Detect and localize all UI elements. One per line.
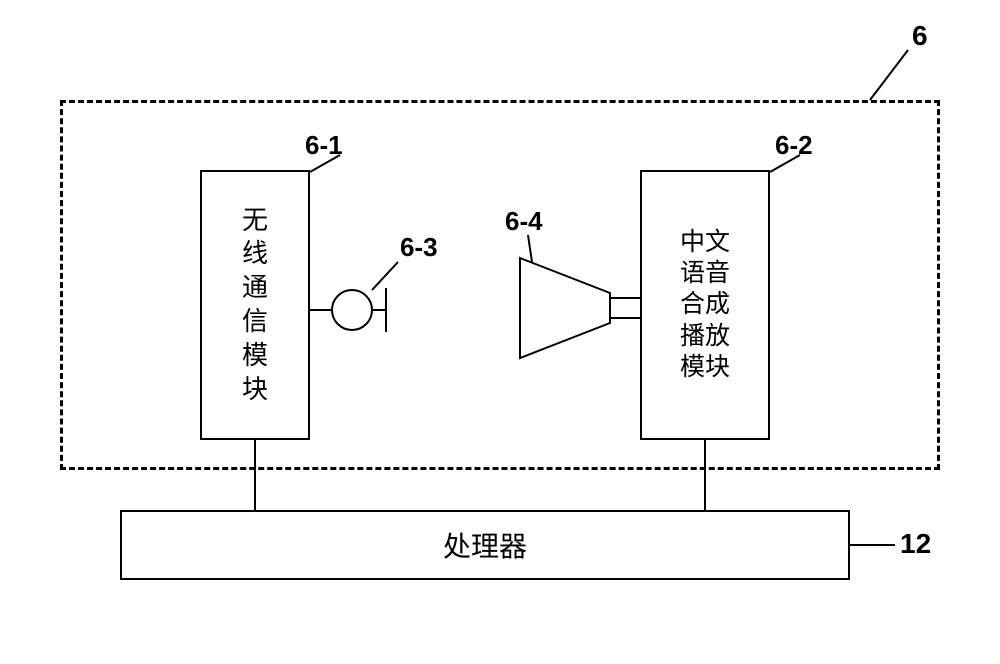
connector-tts-to-processor xyxy=(704,440,706,510)
label-12-text: 12 xyxy=(900,528,931,559)
label-6-4-text: 6-4 xyxy=(505,206,543,236)
microphone-icon xyxy=(310,268,400,352)
diagram-container: 6 无线通信模块 6-1 中文语音合成播放模块 6-2 6-3 xyxy=(0,0,1000,664)
box-wireless-text: 无线通信模块 xyxy=(225,194,285,417)
box-processor-text: 处理器 xyxy=(443,525,527,565)
label-6-2: 6-2 xyxy=(775,130,813,161)
label-6-4: 6-4 xyxy=(505,206,543,237)
speaker-icon xyxy=(500,248,640,368)
label-12: 12 xyxy=(900,528,931,560)
box-wireless-6-1: 无线通信模块 xyxy=(200,170,310,440)
label-6-1: 6-1 xyxy=(305,130,343,161)
label-6: 6 xyxy=(912,20,928,52)
box-tts-text: 中文语音合成播放模块 xyxy=(660,219,750,391)
box-processor-12: 处理器 xyxy=(120,510,850,580)
label-6-3-text: 6-3 xyxy=(400,232,438,262)
label-6-1-text: 6-1 xyxy=(305,130,343,160)
box-tts-6-2: 中文语音合成播放模块 xyxy=(640,170,770,440)
label-6-2-text: 6-2 xyxy=(775,130,813,160)
connector-wireless-to-processor xyxy=(254,440,256,510)
label-6-3: 6-3 xyxy=(400,232,438,263)
label-6-text: 6 xyxy=(912,20,928,51)
